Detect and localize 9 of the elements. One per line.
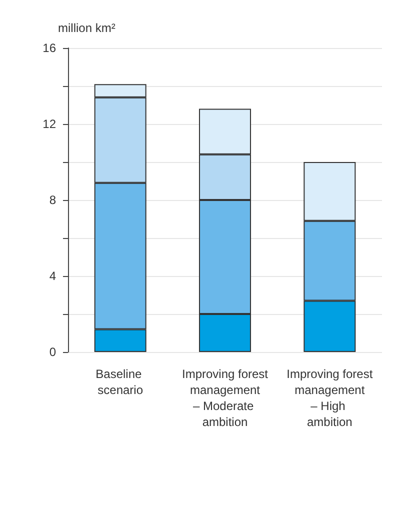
y-tick-label: 0 — [49, 345, 56, 359]
y-axis-title: million km² — [58, 21, 116, 35]
y-tick-label: 16 — [42, 41, 56, 55]
y-tick-label: 12 — [42, 117, 56, 131]
x-tick-label: Baseline scenario — [96, 367, 146, 397]
x-tick-label: Improving forest management – High ambition — [286, 367, 374, 429]
y-tick-label: 4 — [49, 269, 56, 283]
x-tick-label: Improving forest management – Moderate ambition — [182, 367, 269, 429]
y-tick-label: 8 — [49, 193, 56, 207]
